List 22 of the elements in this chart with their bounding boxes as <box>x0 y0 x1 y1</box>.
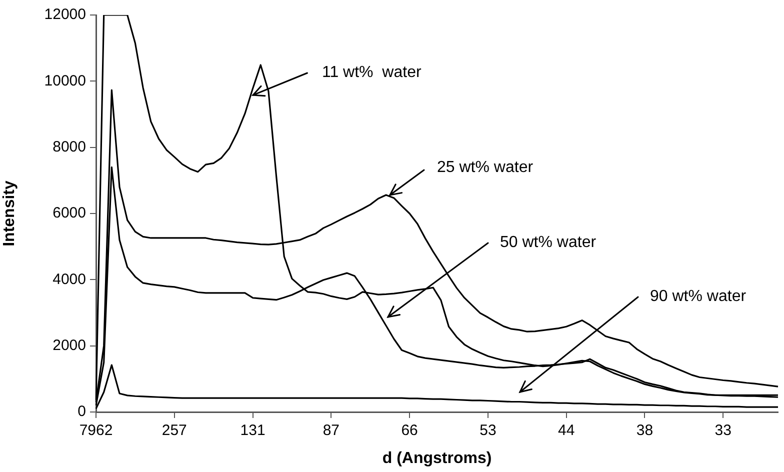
x-tick-label: 53 <box>480 422 496 440</box>
x-tick-label: 44 <box>558 422 575 440</box>
y-tick-label: 12000 <box>44 6 86 24</box>
x-tick-label: 38 <box>636 422 654 440</box>
annotation: 50 wt% water <box>500 233 596 253</box>
x-tick-label: 66 <box>401 422 418 440</box>
x-tick-label: 33 <box>714 422 732 440</box>
y-tick-label: 8000 <box>52 138 86 156</box>
y-axis-title: Intensity <box>1 180 18 246</box>
y-tick-label: 10000 <box>44 72 86 90</box>
x-tick-label: 257 <box>162 422 187 440</box>
y-tick-label: 2000 <box>52 336 86 354</box>
y-tick-label: 4000 <box>52 270 86 288</box>
y-tick-label: 0 <box>78 403 86 420</box>
x-tick-label: 87 <box>322 422 340 440</box>
x-tick-label: 7962 <box>79 422 113 440</box>
y-tick-label: 6000 <box>52 204 86 222</box>
annotation: 90 wt% water <box>650 287 746 307</box>
x-tick-label: 131 <box>240 422 266 440</box>
annotation: 25 wt% water <box>437 158 534 178</box>
x-axis-title: d (Angstroms) <box>382 450 492 467</box>
annotation: 11 wt% water <box>322 63 422 83</box>
